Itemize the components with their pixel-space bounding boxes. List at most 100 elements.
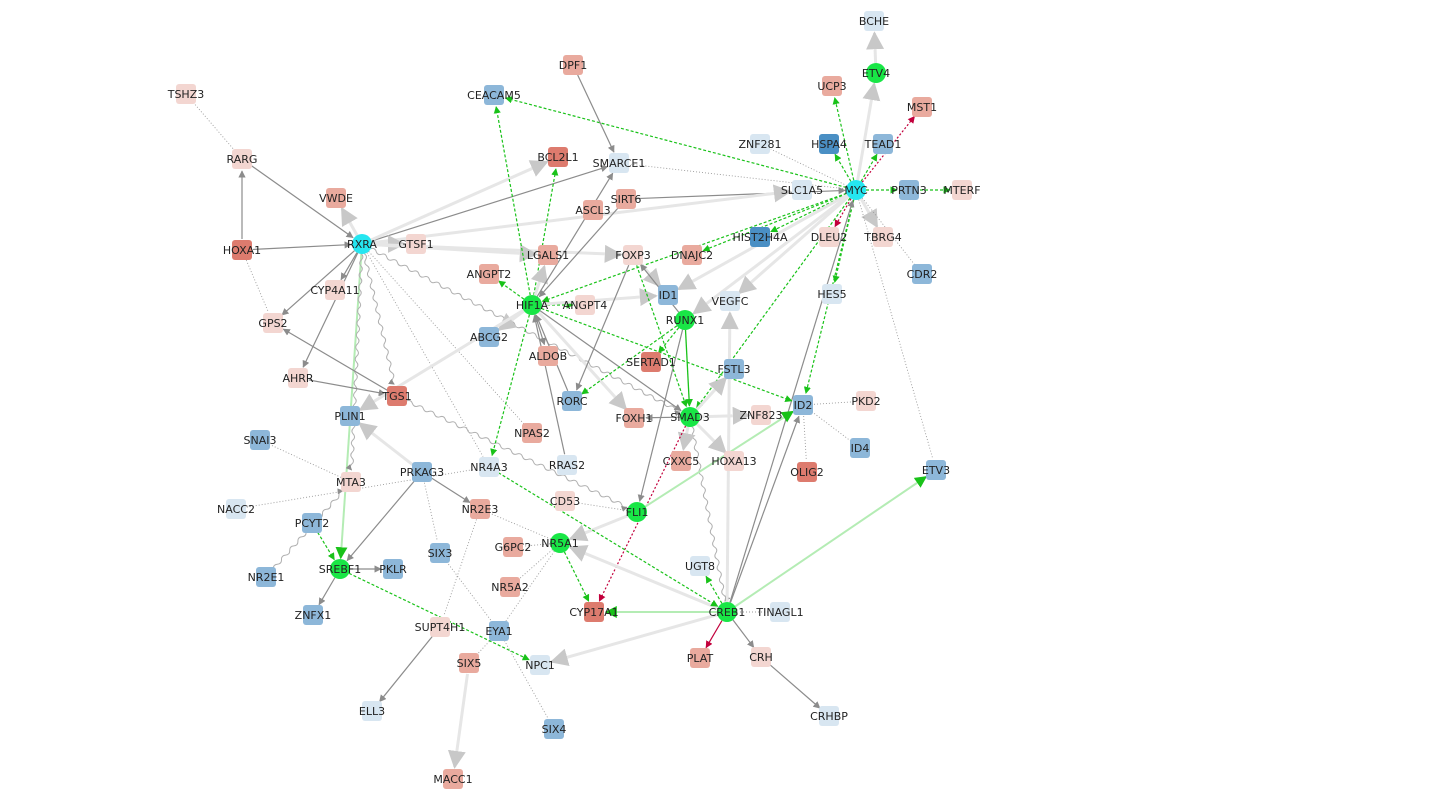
gene-node-square[interactable]: [926, 460, 946, 480]
node-rxra[interactable]: RXRA: [347, 234, 377, 254]
gene-node-square[interactable]: [724, 359, 744, 379]
node-six5[interactable]: SIX5: [457, 653, 482, 673]
node-runx1[interactable]: RUNX1: [666, 310, 704, 330]
node-znfx1[interactable]: ZNFX1: [295, 605, 332, 625]
node-srebf1[interactable]: SREBF1: [319, 559, 361, 579]
node-bcl2l1[interactable]: BCL2L1: [537, 147, 579, 167]
node-crhbp[interactable]: CRHBP: [810, 706, 848, 726]
node-myc[interactable]: MYC: [844, 180, 868, 200]
gene-node-square[interactable]: [479, 457, 499, 477]
gene-node-square[interactable]: [288, 368, 308, 388]
node-nr5a1[interactable]: NR5A1: [541, 533, 579, 553]
tf-node-circle[interactable]: [550, 533, 570, 553]
node-vegfc[interactable]: VEGFC: [711, 291, 749, 311]
gene-node-square[interactable]: [176, 84, 196, 104]
node-vwde[interactable]: VWDE: [319, 188, 353, 208]
node-npas2[interactable]: NPAS2: [514, 423, 550, 443]
node-rras2[interactable]: RRAS2: [549, 455, 585, 475]
gene-node-square[interactable]: [616, 189, 636, 209]
gene-node-square[interactable]: [530, 655, 550, 675]
node-id2[interactable]: ID2: [793, 395, 813, 415]
node-cyp17a1[interactable]: CYP17A1: [569, 602, 619, 622]
node-bche[interactable]: BCHE: [859, 11, 889, 31]
gene-node-square[interactable]: [624, 408, 644, 428]
gene-node-square[interactable]: [500, 577, 520, 597]
gene-node-square[interactable]: [720, 291, 740, 311]
node-supt4h1[interactable]: SUPT4H1: [415, 617, 466, 637]
node-hoxa1[interactable]: HOXA1: [223, 240, 261, 260]
gene-node-square[interactable]: [912, 97, 932, 117]
node-hoxa13[interactable]: HOXA13: [711, 451, 757, 471]
node-dleu2[interactable]: DLEU2: [811, 227, 848, 247]
gene-node-square[interactable]: [912, 264, 932, 284]
node-dpf1[interactable]: DPF1: [559, 55, 587, 75]
gene-node-square[interactable]: [303, 605, 323, 625]
gene-node-square[interactable]: [341, 472, 361, 492]
node-etv4[interactable]: ETV4: [862, 63, 890, 83]
gene-node-square[interactable]: [864, 11, 884, 31]
node-plat[interactable]: PLAT: [687, 648, 714, 668]
node-sirt6[interactable]: SIRT6: [611, 189, 642, 209]
gene-node-square[interactable]: [232, 149, 252, 169]
node-hif1a[interactable]: HIF1A: [516, 295, 549, 315]
node-smarce1[interactable]: SMARCE1: [593, 153, 646, 173]
gene-node-square[interactable]: [503, 537, 523, 557]
gene-node-square[interactable]: [538, 346, 558, 366]
gene-node-square[interactable]: [793, 395, 813, 415]
node-g6pc2[interactable]: G6PC2: [495, 537, 532, 557]
gene-node-square[interactable]: [724, 451, 744, 471]
node-ucp3[interactable]: UCP3: [817, 76, 847, 96]
node-pklr[interactable]: PKLR: [379, 559, 407, 579]
tf-node-circle[interactable]: [675, 310, 695, 330]
gene-node-square[interactable]: [750, 227, 770, 247]
gene-node-square[interactable]: [387, 386, 407, 406]
gene-node-square[interactable]: [641, 352, 661, 372]
gene-node-square[interactable]: [583, 200, 603, 220]
gene-node-square[interactable]: [690, 648, 710, 668]
gene-node-square[interactable]: [412, 462, 432, 482]
gene-node-square[interactable]: [326, 188, 346, 208]
node-eya1[interactable]: EYA1: [485, 621, 513, 641]
node-etv3[interactable]: ETV3: [922, 460, 950, 480]
node-znf823[interactable]: ZNF823: [739, 405, 783, 425]
gene-node-square[interactable]: [856, 391, 876, 411]
node-rarg[interactable]: RARG: [227, 149, 258, 169]
node-prkag3[interactable]: PRKAG3: [400, 462, 444, 482]
node-rorc[interactable]: RORC: [556, 391, 588, 411]
node-id4[interactable]: ID4: [850, 438, 870, 458]
node-cxxc5[interactable]: CXXC5: [663, 451, 700, 471]
gene-node-square[interactable]: [609, 153, 629, 173]
node-crh[interactable]: CRH: [749, 647, 773, 667]
node-nr5a2[interactable]: NR5A2: [491, 577, 529, 597]
gene-node-square[interactable]: [362, 701, 382, 721]
node-mta3[interactable]: MTA3: [336, 472, 366, 492]
node-nr2e1[interactable]: NR2E1: [248, 567, 285, 587]
node-tgs1[interactable]: TGS1: [381, 386, 412, 406]
node-abcg2[interactable]: ABCG2: [470, 327, 508, 347]
gene-node-square[interactable]: [548, 147, 568, 167]
node-ell3[interactable]: ELL3: [359, 701, 385, 721]
gene-node-square[interactable]: [430, 543, 450, 563]
node-angpt4[interactable]: ANGPT4: [563, 295, 608, 315]
gene-node-square[interactable]: [484, 85, 504, 105]
node-fstl3[interactable]: FSTL3: [718, 359, 751, 379]
gene-node-square[interactable]: [952, 180, 972, 200]
node-pcyt2[interactable]: PCYT2: [295, 513, 330, 533]
gene-node-square[interactable]: [250, 430, 270, 450]
node-hspa4[interactable]: HSPA4: [811, 134, 847, 154]
tf-node-circle[interactable]: [680, 407, 700, 427]
node-ahrr[interactable]: AHRR: [282, 368, 314, 388]
gene-node-square[interactable]: [797, 462, 817, 482]
node-aldob[interactable]: ALDOB: [529, 346, 567, 366]
gene-node-square[interactable]: [822, 284, 842, 304]
gene-node-square[interactable]: [899, 180, 919, 200]
gene-node-square[interactable]: [671, 451, 691, 471]
gene-node-square[interactable]: [256, 567, 276, 587]
node-plin1[interactable]: PLIN1: [334, 406, 366, 426]
node-tshz3[interactable]: TSHZ3: [167, 84, 205, 104]
node-cdr2[interactable]: CDR2: [907, 264, 938, 284]
node-npc1[interactable]: NPC1: [525, 655, 555, 675]
node-ceacam5[interactable]: CEACAM5: [467, 85, 521, 105]
tf-node-circle[interactable]: [866, 63, 886, 83]
node-tead1[interactable]: TEAD1: [864, 134, 902, 154]
